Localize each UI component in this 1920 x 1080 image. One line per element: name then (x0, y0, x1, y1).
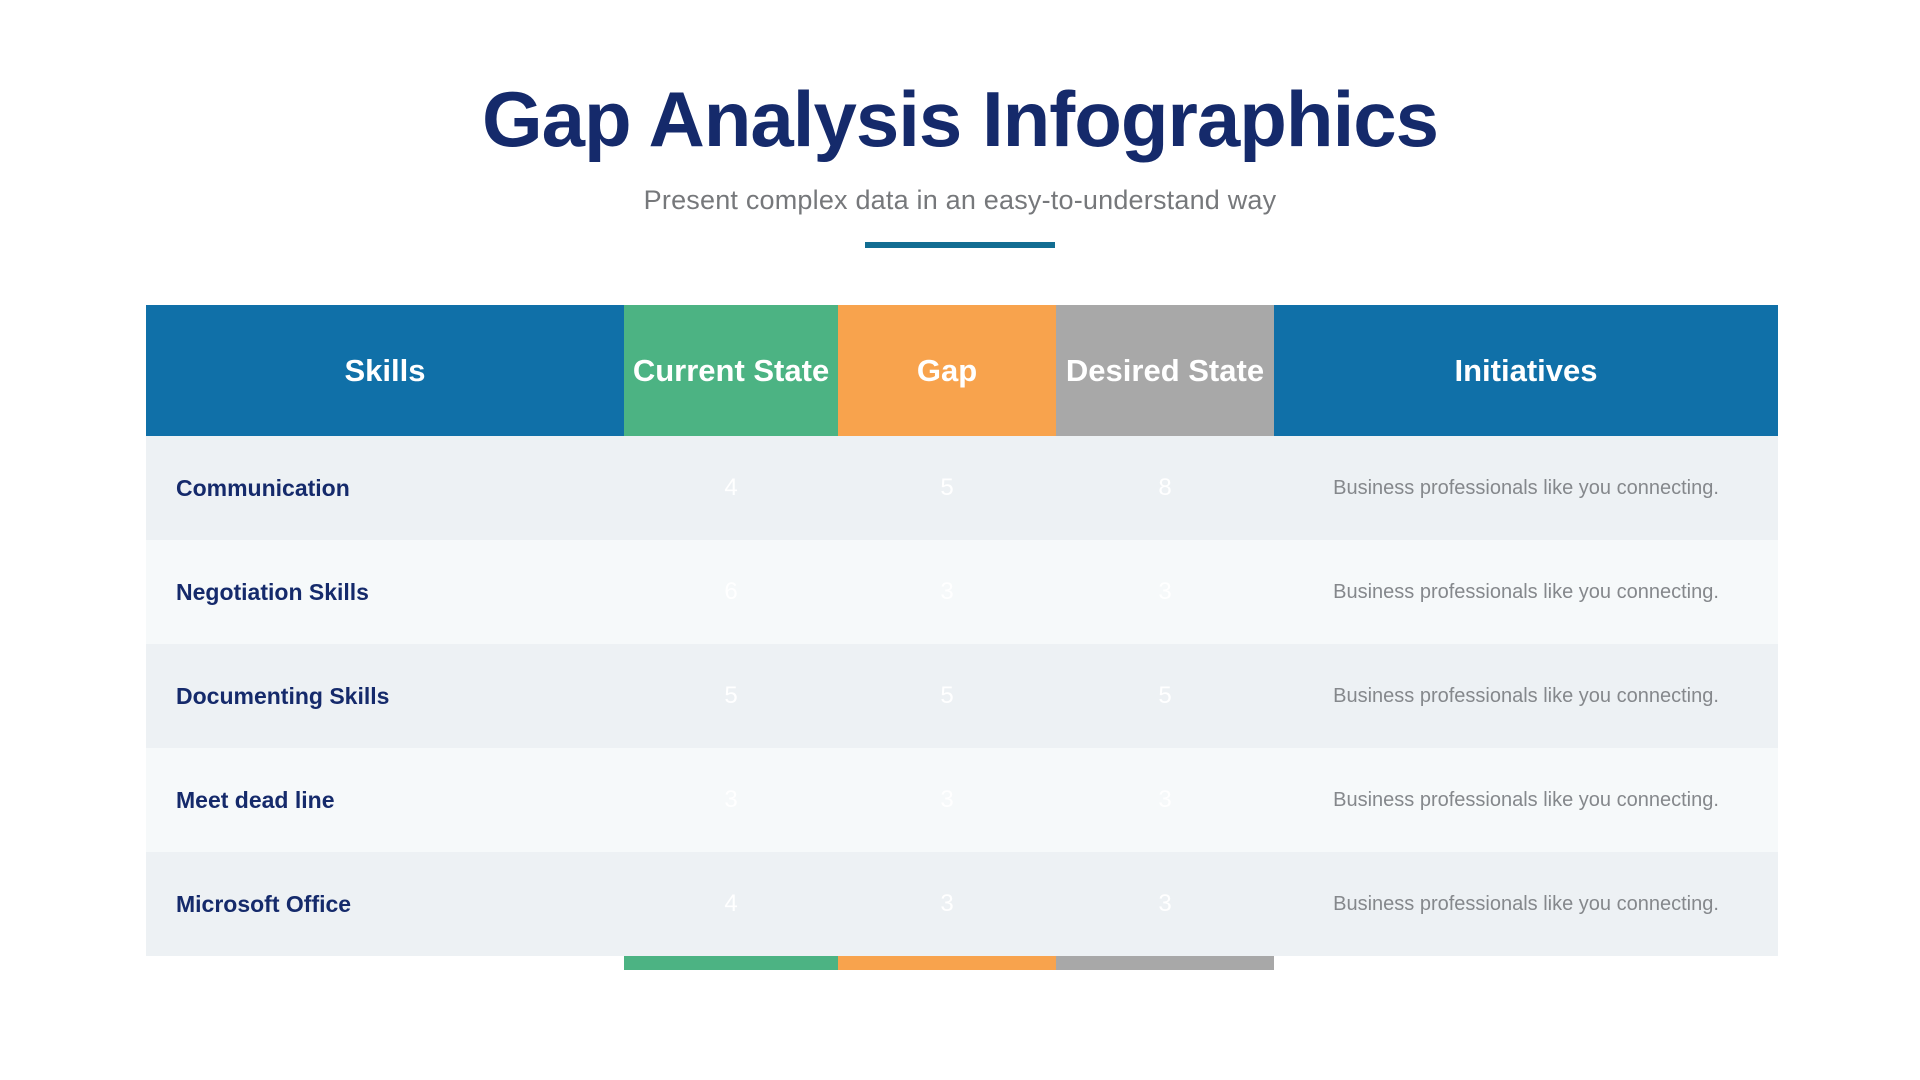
cell-current-state: 4 (724, 890, 738, 917)
table-row: Meet dead line 3 3 3 Business profession… (146, 748, 1778, 852)
cell-current-state: 5 (724, 682, 738, 709)
column-header-skills: Skills (146, 305, 624, 436)
cell-initiative: Business professionals like you connecti… (1333, 684, 1719, 707)
gap-analysis-table: Skills Current State Gap Desired State I… (146, 305, 1778, 970)
cell-gap: 3 (940, 786, 954, 813)
title-divider (865, 242, 1055, 248)
table-body: Communication 4 5 8 Business professiona… (146, 436, 1778, 956)
cell-current-state: 4 (724, 474, 738, 501)
page-title: Gap Analysis Infographics (481, 75, 1439, 163)
cell-skill: Meet dead line (176, 787, 335, 813)
cell-skill: Documenting Skills (176, 683, 390, 709)
cell-initiative: Business professionals like you connecti… (1333, 892, 1719, 915)
column-header-current-state: Current State (624, 305, 838, 436)
cell-skill: Communication (176, 475, 350, 501)
cell-gap: 5 (940, 474, 954, 501)
page-subtitle: Present complex data in an easy-to-under… (643, 185, 1277, 215)
header-block: Gap Analysis Infographics Present comple… (0, 74, 1920, 248)
cell-desired-state: 3 (1158, 578, 1172, 605)
cell-initiative: Business professionals like you connecti… (1333, 788, 1719, 811)
cell-skill: Negotiation Skills (176, 579, 369, 605)
table-row: Communication 4 5 8 Business professiona… (146, 436, 1778, 540)
cell-gap: 3 (940, 890, 954, 917)
cell-desired-state: 3 (1158, 890, 1172, 917)
cell-desired-state: 3 (1158, 786, 1172, 813)
cell-gap: 3 (940, 578, 954, 605)
cell-gap: 5 (940, 682, 954, 709)
table-header-row: Skills Current State Gap Desired State I… (146, 305, 1778, 436)
cell-desired-state: 8 (1158, 474, 1172, 501)
column-header-gap: Gap (838, 305, 1056, 436)
column-header-initiatives: Initiatives (1274, 305, 1778, 436)
cell-current-state: 3 (724, 786, 738, 813)
table-row: Microsoft Office 4 3 3 Business professi… (146, 852, 1778, 956)
cell-desired-state: 5 (1158, 682, 1172, 709)
table-row: Documenting Skills 5 5 5 Business profes… (146, 644, 1778, 748)
cell-current-state: 6 (724, 578, 738, 605)
table-row: Negotiation Skills 6 3 3 Business profes… (146, 540, 1778, 644)
cell-skill: Microsoft Office (176, 891, 352, 917)
cell-initiative: Business professionals like you connecti… (1333, 476, 1719, 499)
cell-initiative: Business professionals like you connecti… (1333, 580, 1719, 603)
column-header-desired-state: Desired State (1056, 305, 1274, 436)
divider-wrapper (0, 242, 1920, 248)
